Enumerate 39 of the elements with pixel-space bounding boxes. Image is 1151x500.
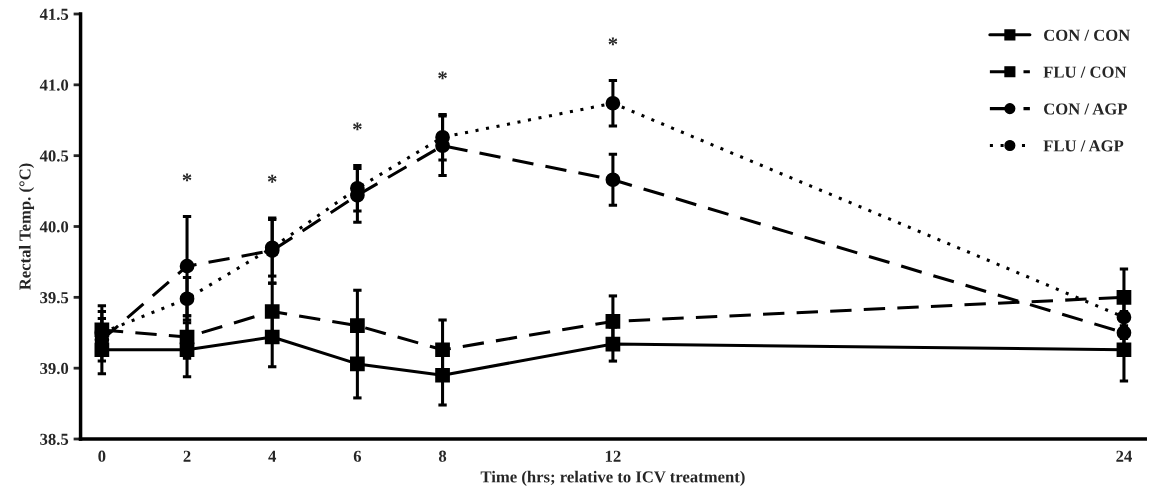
y-tick-label: 40.5 — [39, 150, 69, 162]
point — [435, 367, 450, 383]
x-tick-label: 8 — [438, 450, 447, 462]
y-tick-label: 41.5 — [39, 8, 69, 21]
legend-label: FLU / AGP — [1043, 140, 1124, 152]
point — [264, 329, 280, 345]
legend-label: CON / CON — [1044, 29, 1131, 41]
point — [179, 291, 195, 307]
annotation: * — [182, 173, 192, 182]
legend-label: FLU / CON — [1043, 66, 1127, 78]
x-tick-label: 2 — [183, 450, 191, 462]
point — [264, 304, 280, 319]
x-tick-label: 12 — [605, 450, 621, 462]
x-tick-label: 0 — [98, 450, 106, 462]
y-tick-label: 39.5 — [40, 292, 69, 304]
legend-label: CON / AGP — [1044, 103, 1127, 115]
x-tick-label: 24 — [1116, 450, 1132, 462]
y-tick-label: 41.0 — [39, 79, 69, 91]
x-axis-title: Time (hrs; relative to ICV treatment) — [480, 470, 745, 486]
annotation: * — [267, 174, 277, 183]
annotation: * — [608, 37, 618, 46]
point — [1116, 342, 1132, 358]
point — [605, 95, 621, 111]
y-tick-label: 38.5 — [40, 433, 69, 446]
y-tick-label: 39.0 — [40, 362, 69, 375]
annotation: * — [438, 71, 447, 80]
point — [350, 356, 365, 372]
y-tick-label: 40.0 — [39, 221, 69, 233]
point — [435, 342, 450, 358]
x-tick-label: 6 — [353, 450, 362, 462]
annotation: * — [353, 122, 362, 131]
x-tick-label: 4 — [268, 450, 277, 462]
point — [605, 172, 621, 188]
point — [179, 329, 195, 345]
point — [179, 258, 195, 274]
point — [605, 336, 621, 352]
point — [350, 318, 365, 334]
y-axis-title: Rectal Temp. (°C) — [18, 163, 35, 290]
point — [1116, 289, 1132, 305]
